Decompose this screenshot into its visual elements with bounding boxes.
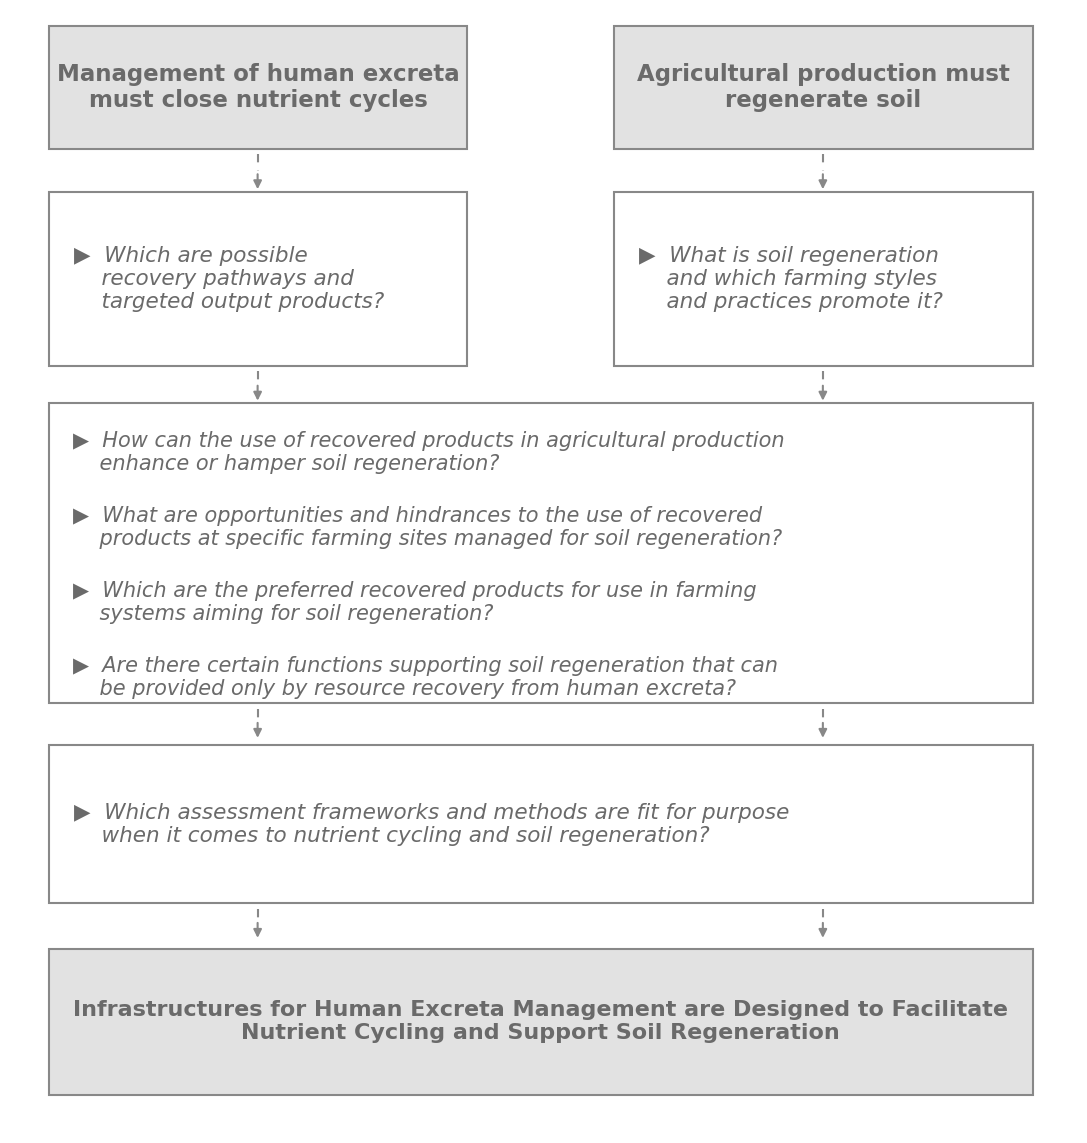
Text: ▶  Which are possible
    recovery pathways and
    targeted output products?: ▶ Which are possible recovery pathways a…: [74, 246, 385, 312]
Bar: [49, 26, 467, 149]
Bar: [614, 26, 1033, 149]
Text: Agricultural production must
regenerate soil: Agricultural production must regenerate …: [637, 63, 1010, 112]
Text: ▶  Which assessment frameworks and methods are fit for purpose
    when it comes: ▶ Which assessment frameworks and method…: [74, 802, 789, 846]
Text: Management of human excreta
must close nutrient cycles: Management of human excreta must close n…: [57, 63, 460, 112]
Text: ▶  Which are the preferred recovered products for use in farming
    systems aim: ▶ Which are the preferred recovered prod…: [73, 581, 757, 624]
Bar: [49, 192, 467, 366]
Text: Infrastructures for Human Excreta Management are Designed to Facilitate
Nutrient: Infrastructures for Human Excreta Manage…: [73, 1000, 1009, 1044]
Bar: [49, 403, 1033, 703]
Text: ▶  What is soil regeneration
    and which farming styles
    and practices prom: ▶ What is soil regeneration and which fa…: [639, 246, 944, 312]
Bar: [49, 745, 1033, 903]
Text: ▶  Are there certain functions supporting soil regeneration that can
    be prov: ▶ Are there certain functions supporting…: [73, 655, 778, 698]
Text: ▶  What are opportunities and hindrances to the use of recovered
    products at: ▶ What are opportunities and hindrances …: [73, 505, 782, 549]
Bar: [614, 192, 1033, 366]
Bar: [49, 949, 1033, 1095]
Text: ▶  How can the use of recovered products in agricultural production
    enhance : ▶ How can the use of recovered products …: [73, 431, 785, 474]
